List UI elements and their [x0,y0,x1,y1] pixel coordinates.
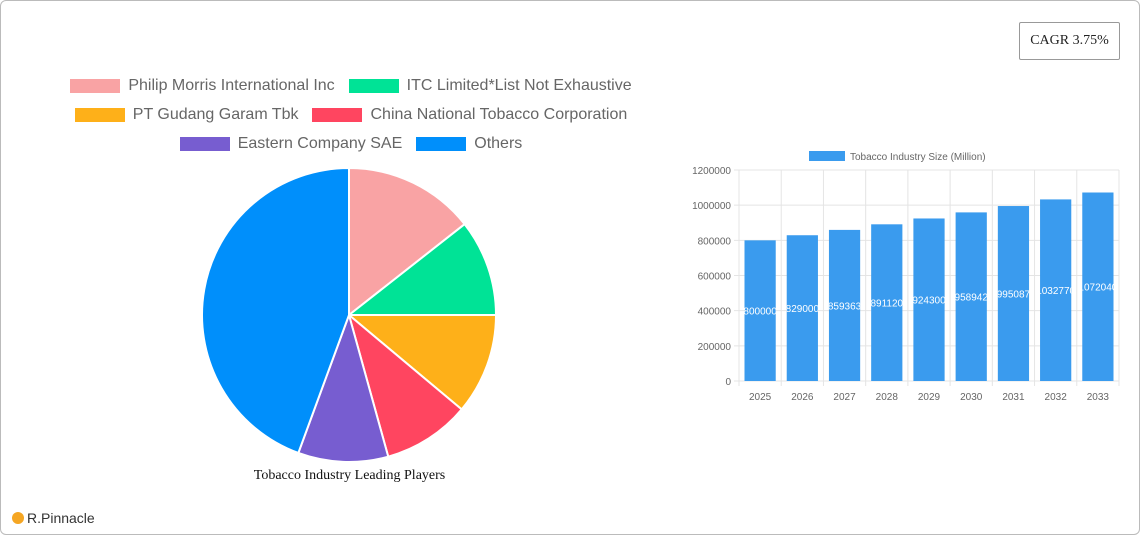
bar[interactable] [744,240,776,381]
legend-swatch [312,108,363,122]
pie-legend-item[interactable]: Others [416,135,522,153]
bar-legend-swatch [809,151,845,161]
x-tick-label: 2031 [1002,392,1025,403]
x-tick-label: 2029 [918,392,941,403]
bar[interactable] [1040,199,1072,381]
y-tick-label: 1200000 [692,166,731,177]
y-tick-label: 0 [725,377,731,388]
x-tick-label: 2026 [791,392,814,403]
legend-swatch [70,79,121,93]
pie-legend-row-2: PT Gudang Garam Tbk China National Tobac… [1,106,701,124]
bar-data-label: 859363 [828,301,862,312]
y-tick-label: 600000 [698,272,732,283]
pie-slice-2[interactable] [346,222,498,316]
pie-slice-1[interactable] [348,166,466,318]
pie-legend-row-1: Philip Morris International Inc ITC Limi… [1,77,701,95]
x-tick-label: 2032 [1045,392,1068,403]
logo: R.Pinnacle [12,510,95,526]
pie-legend-item[interactable]: ITC Limited*List Not Exhaustive [348,77,632,95]
bar-legend-label[interactable]: Tobacco Industry Size (Million) [850,152,986,163]
x-tick-label: 2033 [1087,392,1110,403]
logo-icon [12,512,24,524]
legend-label: Eastern Company SAE [237,135,403,152]
bar[interactable] [871,224,903,381]
pie-legend-item[interactable]: China National Tobacco Corporation [312,106,627,124]
pie-legend-row-3: Eastern Company SAE Others [1,135,701,153]
bar-data-label: 924300 [912,296,946,307]
bar-data-label: 891120 [870,299,903,310]
bar-data-label: 829000 [786,304,820,315]
y-tick-label: 800000 [698,236,732,247]
pie-slice-4[interactable] [347,312,464,458]
pie-title: Tobacco Industry Leading Players [253,468,446,483]
legend-label: Philip Morris International Inc [128,77,335,94]
bar-data-label: 958942 [955,293,989,304]
cagr-badge: CAGR 3.75% [1019,22,1120,60]
legend-swatch [74,108,125,122]
bar-data-label: 1072040 [1078,283,1117,294]
bar[interactable] [1082,192,1114,381]
bar-data-label: 1032770 [1036,286,1075,297]
pie-legend-item[interactable]: Philip Morris International Inc [70,77,335,95]
legend-label: ITC Limited*List Not Exhaustive [406,77,632,94]
legend-swatch [416,137,467,151]
legend-label: China National Tobacco Corporation [370,106,628,123]
bar[interactable] [828,229,861,381]
bar[interactable] [997,206,1030,381]
legend-label: PT Gudang Garam Tbk [132,106,299,123]
x-tick-label: 2028 [876,392,899,403]
y-tick-label: 1000000 [692,201,731,212]
bar[interactable] [913,218,945,381]
legend-label: Others [474,135,523,152]
x-tick-label: 2025 [749,392,772,403]
pie-chart [201,166,498,463]
bar-chart: Tobacco Industry Size (Million) 0 200000 4… [692,151,1120,403]
pie-slice-5[interactable] [297,311,390,463]
bar[interactable] [786,235,818,381]
pie-slice-6[interactable] [201,166,350,455]
y-tick-label: 200000 [698,342,732,353]
pie-legend-item[interactable]: PT Gudang Garam Tbk [74,106,299,124]
logo-text: R.Pinnacle [27,510,95,526]
bar[interactable] [955,212,987,381]
legend-swatch [348,79,399,93]
x-tick-label: 2030 [960,392,983,403]
legend-swatch [179,137,230,151]
bar-data-label: 800000 [743,307,777,318]
pie-legend-item[interactable]: Eastern Company SAE [179,135,403,153]
pie-slice-3[interactable] [346,314,498,411]
bar-data-label: 995087 [997,290,1031,301]
x-tick-label: 2027 [833,392,856,403]
y-tick-label: 400000 [698,307,732,318]
